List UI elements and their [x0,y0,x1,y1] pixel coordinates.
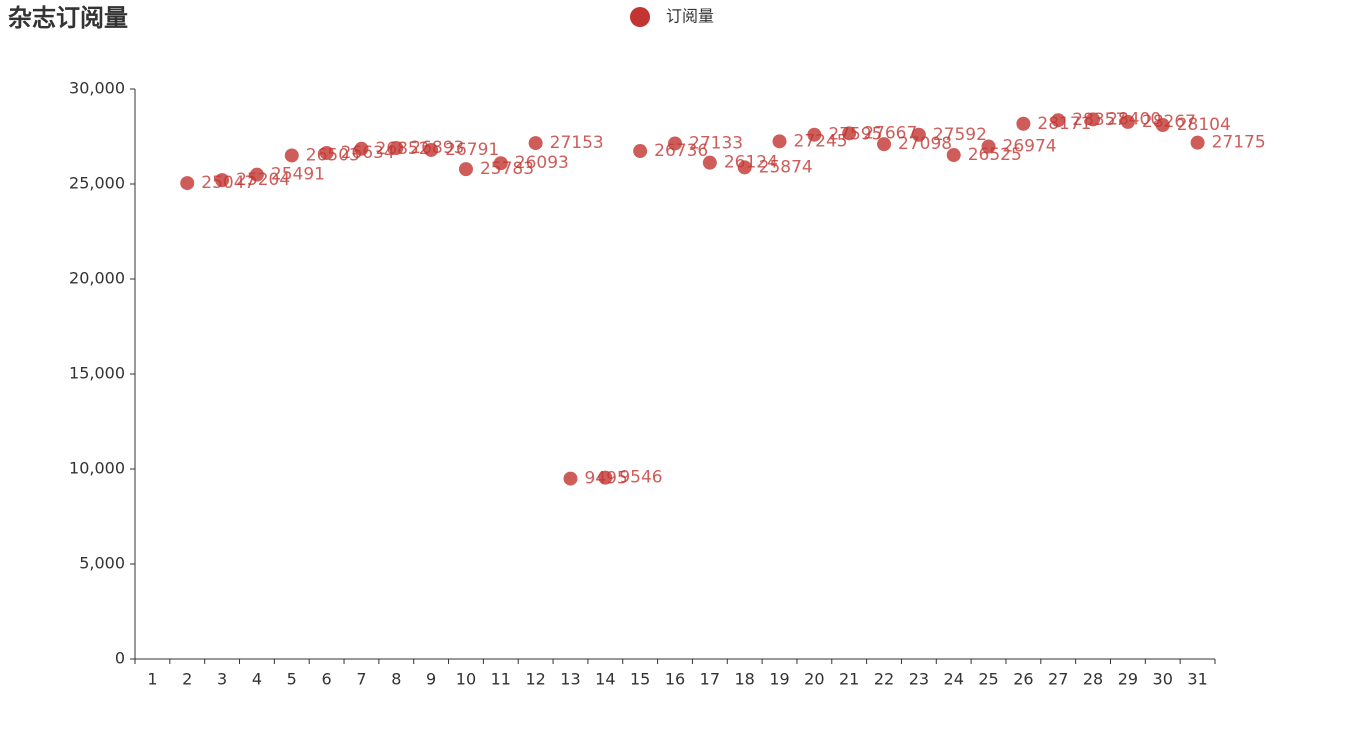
x-tick-label: 19 [769,670,789,689]
point [772,134,787,149]
x-tick-label: 6 [322,670,332,689]
legend-marker [630,7,650,27]
point [389,141,404,156]
point [807,127,822,142]
x-tick-label: 10 [456,670,476,689]
point [946,148,961,163]
chart-title: 杂志订阅量 [8,4,128,32]
point [180,176,195,191]
point [981,139,996,154]
point [1120,114,1135,129]
x-tick-label: 28 [1083,670,1103,689]
data-label: 27667 [863,123,917,143]
point [598,470,613,485]
point [1016,116,1031,131]
data-label: 25491 [271,165,325,185]
data-label: 9546 [619,468,662,488]
data-label: 25204 [236,170,290,190]
x-tick-label: 12 [525,670,545,689]
data-label: 27592 [933,125,987,145]
x-tick-label: 3 [217,670,227,689]
legend-label: 订阅量 [666,7,714,26]
data-label: 26093 [515,153,569,173]
data-label: 26124 [724,153,778,173]
x-tick-label: 14 [595,670,615,689]
data-label: 27098 [898,134,952,154]
x-tick-label: 22 [874,670,894,689]
data-label: 28104 [1177,115,1231,135]
point [319,145,334,160]
x-tick-label: 5 [287,670,297,689]
x-tick-label: 24 [944,670,964,689]
x-tick-label: 15 [630,670,650,689]
point [877,137,892,152]
point [528,136,543,151]
point [458,162,473,177]
point [354,141,369,156]
x-tick-label: 2 [182,670,192,689]
x-tick-label: 17 [700,670,720,689]
data-label: 26634 [341,143,395,163]
y-tick-label: 5,000 [79,554,125,573]
x-tick-label: 13 [560,670,580,689]
data-label: 26525 [968,145,1022,165]
point [1155,118,1170,133]
x-tick-label: 29 [1118,670,1138,689]
data-label: 25874 [759,157,813,177]
y-tick-label: 10,000 [69,459,125,478]
data-label: 28171 [1037,114,1091,134]
point [1086,112,1101,127]
y-tick-label: 20,000 [69,269,125,288]
x-tick-label: 18 [734,670,754,689]
data-label: 26736 [654,141,708,161]
point [737,160,752,175]
point [702,155,717,170]
point [493,156,508,171]
point [215,173,230,188]
data-label: 26791 [445,140,499,160]
y-tick-label: 15,000 [69,364,125,383]
x-tick-label: 31 [1187,670,1207,689]
data-label: 26974 [1003,136,1057,156]
point [563,471,578,486]
data-label: 27133 [689,133,743,153]
x-tick-label: 1 [147,670,157,689]
point [424,142,439,157]
data-label: 27245 [794,131,848,151]
x-tick-label: 8 [391,670,401,689]
x-tick-label: 23 [909,670,929,689]
data-label: 27153 [550,133,604,153]
point [1051,113,1066,128]
point [1190,135,1205,150]
x-tick-label: 30 [1153,670,1173,689]
x-tick-label: 4 [252,670,262,689]
point [911,127,926,142]
x-tick-label: 25 [978,670,998,689]
x-tick-label: 11 [491,670,511,689]
point [284,148,299,163]
x-tick-label: 16 [665,670,685,689]
data-label: 27175 [1212,133,1266,153]
point [633,144,648,159]
y-tick-label: 25,000 [69,174,125,193]
point [842,126,857,141]
point [249,167,264,182]
x-tick-label: 21 [839,670,859,689]
x-tick-label: 20 [804,670,824,689]
x-tick-label: 26 [1013,670,1033,689]
x-tick-label: 9 [426,670,436,689]
y-tick-label: 0 [115,649,125,668]
y-tick-label: 30,000 [69,79,125,98]
x-tick-label: 27 [1048,670,1068,689]
x-tick-label: 7 [356,670,366,689]
point [668,136,682,151]
data-label: 25783 [480,159,534,179]
